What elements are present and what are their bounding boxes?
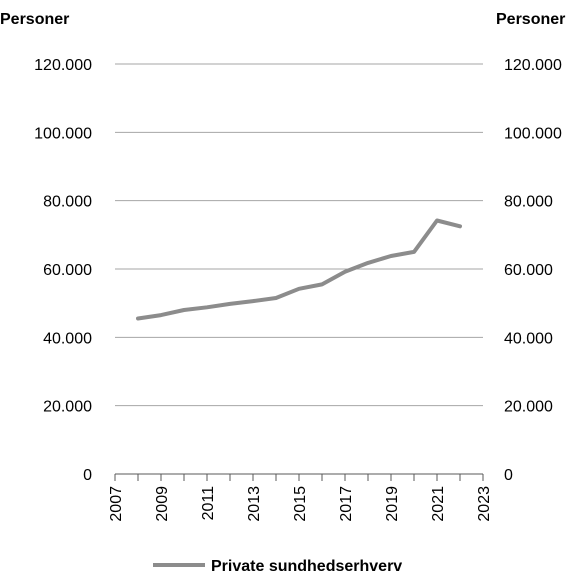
- legend: Private sundhedserhverv: [153, 558, 402, 575]
- x-tick-label: 2023: [476, 486, 493, 522]
- x-tick-label: 2013: [246, 486, 263, 522]
- y-tick-label-right: 80.000: [504, 194, 553, 211]
- x-tick-label: 2009: [154, 486, 171, 522]
- y-tick-label-right: 60.000: [504, 262, 553, 279]
- legend-label: Private sundhedserhverv: [211, 558, 402, 575]
- y-tick-label-left: 0: [83, 467, 92, 484]
- gridlines: [115, 63, 483, 407]
- y-tick-label-left: 100.000: [34, 125, 92, 142]
- y-tick-label-right: 0: [504, 467, 513, 484]
- x-axis: 2007 2009 2011 2013 2015 2017 2019 2021 2023: [108, 473, 493, 522]
- x-tick-label: 2019: [384, 486, 401, 522]
- y-tick-label-right: 40.000: [504, 330, 553, 347]
- y-axis-left: 0 20.000 40.000 60.000 80.000 100.000 120.000: [34, 57, 92, 484]
- left-axis-unit: Personer: [0, 11, 69, 28]
- y-axis-right: 0 20.000 40.000 60.000 80.000 100.000 120.000: [504, 57, 562, 484]
- y-tick-label-left: 120.000: [34, 57, 92, 74]
- y-tick-label-right: 20.000: [504, 399, 553, 416]
- x-tick-label: 2015: [292, 486, 309, 522]
- y-tick-label-left: 60.000: [43, 262, 92, 279]
- series-group: [136, 218, 462, 321]
- y-tick-label-left: 20.000: [43, 399, 92, 416]
- y-tick-label-right: 100.000: [504, 125, 562, 142]
- x-tick-label: 2011: [200, 486, 217, 521]
- series-line: [136, 218, 462, 321]
- right-axis-unit: Personer: [496, 11, 565, 28]
- y-tick-label-left: 40.000: [43, 330, 92, 347]
- y-tick-label-left: 80.000: [43, 194, 92, 211]
- x-tick-label: 2021: [430, 486, 447, 522]
- x-tick-label: 2017: [338, 486, 355, 522]
- x-tick-label: 2007: [108, 486, 125, 522]
- y-tick-label-right: 120.000: [504, 57, 562, 74]
